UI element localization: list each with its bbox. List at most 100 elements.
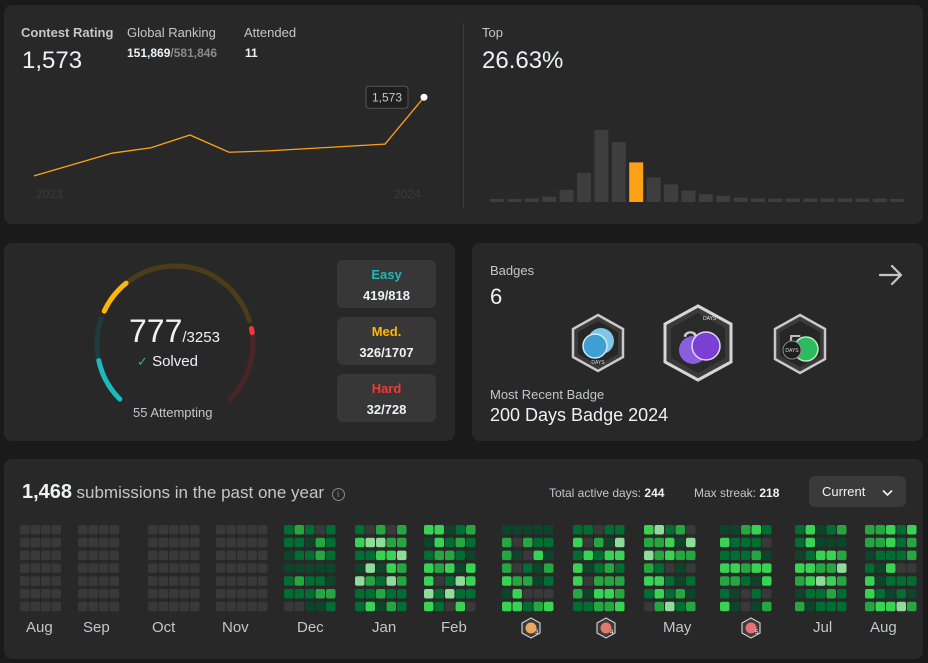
month-label-aug-end: Aug <box>870 619 897 636</box>
heatmap-cell <box>762 537 772 548</box>
heatmap-cell <box>109 550 119 561</box>
heatmap-cell <box>51 550 61 561</box>
heatmap-cell <box>284 537 294 548</box>
heatmap-cell <box>99 550 109 561</box>
heatmap-cell <box>386 576 396 586</box>
easy-stat-box[interactable]: Easy 419/818 <box>337 260 436 308</box>
heatmap-cell <box>466 589 476 599</box>
heatmap-cell <box>583 550 593 561</box>
heatmap-cell <box>686 537 696 548</box>
heatmap-cell <box>326 563 336 573</box>
heatmap-cell <box>30 550 40 561</box>
heatmap-cell <box>397 601 407 612</box>
heatmap-cell <box>455 525 465 535</box>
heatmap-cell <box>397 537 407 548</box>
heatmap-cell <box>226 550 236 561</box>
heatmap-cell <box>466 601 476 612</box>
heatmap-cell <box>533 550 543 561</box>
distribution-bar-8 <box>629 162 644 202</box>
heatmap-cell <box>795 601 805 612</box>
rating-line-chart[interactable]: 1,573 2023 2024 <box>24 85 444 205</box>
heatmap-cell <box>158 525 168 535</box>
month-badge-icon-jun[interactable]: 5 <box>740 617 761 639</box>
distribution-bar-6 <box>594 129 609 202</box>
heatmap-cell <box>512 563 522 573</box>
distribution-bar-16 <box>768 198 783 202</box>
heatmap-cell <box>826 601 836 612</box>
heatmap-cell <box>730 601 740 612</box>
badge-icon-3[interactable]: 5 DAYS <box>770 313 830 380</box>
heatmap-cell <box>886 550 896 561</box>
heatmap-cell <box>20 563 30 573</box>
heatmap-cell <box>751 563 761 573</box>
heatmap-cell <box>190 589 200 599</box>
heatmap-cell <box>434 550 444 561</box>
heatmap-cell <box>523 589 533 599</box>
heatmap-cell <box>190 537 200 548</box>
heatmap-cell <box>237 550 247 561</box>
submissions-label: submissions in the past one year <box>76 483 325 502</box>
heatmap-cell <box>751 576 761 586</box>
heatmap-cell <box>51 525 61 535</box>
heatmap-cell <box>30 537 40 548</box>
heatmap-cell <box>837 550 847 561</box>
heatmap-cell <box>148 550 158 561</box>
heatmap-cell <box>226 601 236 612</box>
submission-heatmap[interactable] <box>20 522 920 622</box>
hard-stat-box[interactable]: Hard 32/728 <box>337 374 436 422</box>
rating-distribution-chart[interactable] <box>484 108 904 203</box>
heatmap-cell <box>169 576 179 586</box>
badge-icon-2[interactable]: 2 DAYS <box>661 304 735 387</box>
heatmap-cell <box>907 563 917 573</box>
heatmap-cell <box>865 550 875 561</box>
heatmap-cell <box>148 525 158 535</box>
heatmap-cell <box>99 525 109 535</box>
heatmap-cell <box>376 576 386 586</box>
heatmap-cell <box>99 576 109 586</box>
heatmap-cell <box>875 576 885 586</box>
heatmap-cell <box>686 589 696 599</box>
heatmap-cell <box>109 589 119 599</box>
heatmap-cell <box>41 537 51 548</box>
heatmap-cell <box>665 563 675 573</box>
year-select[interactable]: Current <box>809 476 906 507</box>
distribution-bar-12 <box>698 194 713 202</box>
heatmap-cell <box>237 525 247 535</box>
check-icon: ✓ <box>137 354 148 369</box>
heatmap-cell <box>88 550 98 561</box>
month-badge-icon-apr[interactable]: 4 <box>595 617 616 639</box>
heatmap-cell <box>654 589 664 599</box>
heatmap-cell <box>20 589 30 599</box>
distribution-bar-11 <box>681 190 696 202</box>
heatmap-cell <box>762 525 772 535</box>
month-badge-icon-mar[interactable]: 3 <box>520 617 541 639</box>
medium-stat-box[interactable]: Med. 326/1707 <box>337 317 436 365</box>
heatmap-cell <box>258 576 268 586</box>
heatmap-cell <box>544 576 554 586</box>
arrow-right-icon[interactable] <box>877 261 905 294</box>
heatmap-cell <box>805 576 815 586</box>
distribution-bar-22 <box>872 198 887 202</box>
heatmap-cell <box>615 589 625 599</box>
distribution-bar-17 <box>785 198 800 202</box>
heatmap-cell <box>741 576 751 586</box>
heatmap-cell <box>837 537 847 548</box>
heatmap-cell <box>190 525 200 535</box>
info-icon[interactable]: i <box>331 488 345 501</box>
heatmap-cell <box>730 537 740 548</box>
badge-icon-1[interactable]: DAYS <box>568 313 628 378</box>
heatmap-cell <box>544 589 554 599</box>
heatmap-cell <box>455 589 465 599</box>
heatmap-cell <box>907 576 917 586</box>
heatmap-cell <box>424 537 434 548</box>
heatmap-cell <box>583 537 593 548</box>
heatmap-cell <box>326 576 336 586</box>
heatmap-cell <box>216 525 226 535</box>
svg-text:DAYS: DAYS <box>591 360 605 366</box>
heatmap-cell <box>594 576 604 586</box>
heatmap-cell <box>88 576 98 586</box>
distribution-bar-4 <box>559 189 574 202</box>
heatmap-cell <box>376 537 386 548</box>
heatmap-cell <box>583 525 593 535</box>
heatmap-cell <box>795 537 805 548</box>
